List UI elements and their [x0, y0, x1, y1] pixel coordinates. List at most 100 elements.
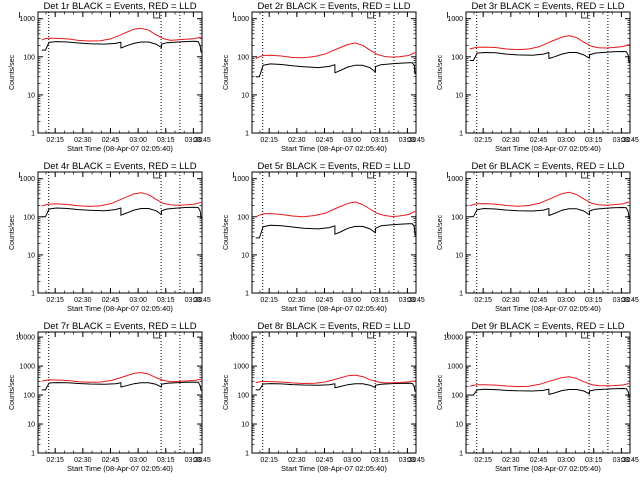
- panel-title: Det 1r BLACK = Events, RED = LLD: [43, 1, 196, 12]
- events-series-line: [255, 62, 416, 78]
- y-tick-label: 10000: [16, 335, 36, 342]
- y-axis-label: Counts/sec: [9, 374, 16, 410]
- x-tick-label: 02:45: [316, 137, 334, 144]
- x-tick-label: 02:45: [316, 297, 334, 304]
- x-tick-label: 03:00: [343, 137, 361, 144]
- plot-frame: [465, 331, 631, 454]
- attenuator-marker: [153, 172, 161, 179]
- x-tick-label: 03:00: [557, 297, 575, 304]
- x-tick-label: 03:00: [557, 457, 575, 464]
- events-series-line: [41, 206, 202, 219]
- x-axis-label: Start Time (08-Apr-07 02:05:40): [495, 144, 601, 153]
- y-tick-label: 1: [31, 451, 35, 458]
- y-tick-label: 100: [23, 393, 35, 400]
- y-tick-label: 1: [31, 291, 35, 298]
- attenuator-marker: [581, 172, 589, 179]
- x-tick-label: 03:00: [343, 297, 361, 304]
- x-tick-label: 02:30: [502, 137, 520, 144]
- x-tick-label: 03:30: [185, 297, 203, 304]
- x-tick-label: 03:30: [399, 457, 417, 464]
- plot-frame: [251, 331, 417, 454]
- x-tick-label: 02:15: [474, 297, 492, 304]
- y-tick-label: 100: [237, 54, 249, 61]
- y-tick-label: 1000: [19, 16, 35, 23]
- attenuator-marker: [367, 332, 375, 339]
- x-tick-label: 02:45: [102, 297, 120, 304]
- lld-series-line: [255, 42, 416, 59]
- y-tick-label: 10: [27, 422, 35, 429]
- y-tick-label: 100: [237, 393, 249, 400]
- plot-frame: [465, 11, 631, 134]
- panel-title: Det 5r BLACK = Events, RED = LLD: [257, 161, 410, 172]
- detector-panel-6: Det 6r BLACK = Events, RED = LLD 1 10 100 10…: [437, 161, 639, 313]
- plot-frame: [37, 171, 203, 294]
- events-series-line: [255, 382, 416, 392]
- events-series-line: [255, 223, 416, 239]
- events-series-line: [469, 388, 630, 398]
- x-tick-label: 03:15: [585, 457, 603, 464]
- y-tick-label: 100: [451, 214, 463, 221]
- lld-series-line: [255, 374, 416, 384]
- y-tick-label: 1: [31, 131, 35, 138]
- x-tick-label: 02:15: [46, 457, 64, 464]
- y-tick-label: 10: [27, 92, 35, 99]
- y-tick-label: 10000: [444, 335, 464, 342]
- x-tick-label: 03:30: [613, 457, 631, 464]
- x-tick-label: 03:45: [621, 457, 639, 464]
- x-tick-label: 03:15: [371, 297, 389, 304]
- y-axis-label: Counts/sec: [223, 374, 230, 410]
- events-series-line: [41, 381, 202, 391]
- x-tick-label: 02:30: [74, 457, 92, 464]
- x-tick-label: 03:45: [193, 297, 211, 304]
- x-tick-label: 03:15: [585, 297, 603, 304]
- y-tick-label: 1: [459, 131, 463, 138]
- x-axis-label: Start Time (08-Apr-07 02:05:40): [281, 304, 387, 313]
- x-tick-label: 03:45: [407, 457, 425, 464]
- plot-frame: [251, 171, 417, 294]
- x-axis-label: Start Time (08-Apr-07 02:05:40): [67, 464, 173, 473]
- x-tick-label: 02:15: [46, 137, 64, 144]
- y-tick-label: 1: [245, 131, 249, 138]
- attenuator-marker: [581, 332, 589, 339]
- x-tick-label: 03:15: [157, 297, 175, 304]
- y-tick-label: 10: [27, 252, 35, 259]
- detector-panel-8: Det 8r BLACK = Events, RED = LLD 1 10 100 10…: [223, 321, 425, 473]
- panel-title: Det 3r BLACK = Events, RED = LLD: [471, 1, 624, 12]
- y-tick-label: 1000: [233, 176, 249, 183]
- lld-series-line: [41, 27, 202, 42]
- detector-panel-3: Det 3r BLACK = Events, RED = LLD 1 10 100 10…: [437, 1, 639, 153]
- x-axis-label: Start Time (08-Apr-07 02:05:40): [495, 304, 601, 313]
- y-axis-label: Counts/sec: [9, 214, 16, 250]
- x-axis-label: Start Time (08-Apr-07 02:05:40): [281, 144, 387, 153]
- x-tick-label: 03:45: [621, 137, 639, 144]
- lld-series-line: [41, 192, 202, 207]
- x-tick-label: 02:15: [46, 297, 64, 304]
- plot-frame: [37, 11, 203, 134]
- x-tick-label: 03:30: [185, 137, 203, 144]
- x-axis-label: Start Time (08-Apr-07 02:05:40): [281, 464, 387, 473]
- x-tick-label: 03:15: [157, 137, 175, 144]
- y-tick-label: 1000: [19, 176, 35, 183]
- panel-title: Det 2r BLACK = Events, RED = LLD: [257, 1, 410, 12]
- x-tick-label: 03:30: [613, 137, 631, 144]
- x-tick-label: 03:30: [399, 137, 417, 144]
- y-tick-label: 1: [245, 291, 249, 298]
- y-axis-label: Counts/sec: [9, 54, 16, 90]
- x-tick-label: 02:15: [260, 297, 278, 304]
- x-tick-label: 02:30: [502, 297, 520, 304]
- detector-panel-7: Det 7r BLACK = Events, RED = LLD 1 10 100 10…: [9, 321, 211, 473]
- x-tick-label: 03:15: [585, 137, 603, 144]
- x-tick-label: 02:15: [474, 137, 492, 144]
- x-tick-label: 03:00: [129, 457, 147, 464]
- y-axis-label: Counts/sec: [223, 54, 230, 90]
- x-tick-label: 03:30: [185, 457, 203, 464]
- x-tick-label: 03:15: [371, 457, 389, 464]
- lld-series-line: [41, 372, 202, 383]
- y-tick-label: 10: [241, 252, 249, 259]
- x-tick-label: 02:15: [260, 457, 278, 464]
- lld-series-line: [469, 191, 630, 207]
- x-tick-label: 03:00: [129, 297, 147, 304]
- x-tick-label: 02:45: [102, 457, 120, 464]
- x-tick-label: 02:45: [530, 297, 548, 304]
